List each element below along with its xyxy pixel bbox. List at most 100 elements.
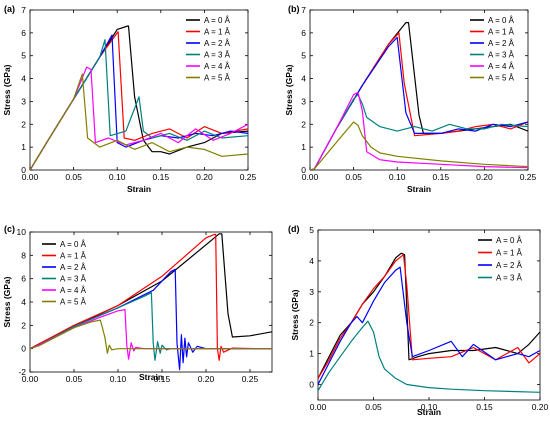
series-group xyxy=(310,22,528,170)
x-tick-label: 0.15 xyxy=(154,374,171,384)
legend-label: A = 2 Å xyxy=(488,39,515,48)
legend-label: A = 2 Å xyxy=(496,261,523,270)
y-tick-label: 4 xyxy=(21,74,26,84)
y-tick-label: 2 xyxy=(21,119,26,129)
y-axis-label: Stress (GPa) xyxy=(290,289,300,340)
x-tick-label: 0.20 xyxy=(196,172,213,182)
x-axis-label: Strain xyxy=(407,184,431,194)
y-tick-label: 2 xyxy=(21,320,26,330)
y-tick-label: 6 xyxy=(21,274,26,284)
series-line xyxy=(30,309,272,360)
panel-label: (b) xyxy=(288,4,300,14)
legend: A = 0 Å A = 1 Å A = 2 Å A = 3 Å A = 4 Å A = 5… xyxy=(470,16,515,83)
y-tick-label: 3 xyxy=(21,96,26,106)
series-line xyxy=(310,91,528,170)
y-tick-label: 10 xyxy=(17,227,27,237)
x-tick-label: 0.05 xyxy=(365,402,382,412)
legend-label: A = 4 Å xyxy=(204,62,231,71)
panel-c: 0.00 0.05 0.10 0.15 0.20 0.25 -2 0 2 4 6 8 10 A = 0 Å… xyxy=(2,224,273,384)
x-tick-label: 0.05 xyxy=(345,172,362,182)
x-axis-label: Strain xyxy=(417,407,441,417)
legend-label: A = 5 Å xyxy=(60,298,87,307)
y-tick-label: 1 xyxy=(301,142,306,152)
series-line xyxy=(318,320,540,393)
y-tick-label: 8 xyxy=(21,250,26,260)
legend-label: A = 3 Å xyxy=(496,274,523,283)
legend-label: A = 5 Å xyxy=(204,74,231,83)
y-tick-label: 0 xyxy=(21,165,26,175)
x-tick-label: 0.25 xyxy=(520,172,537,182)
y-tick-label: 5 xyxy=(301,51,306,61)
x-tick-label: 0.05 xyxy=(65,172,82,182)
y-tick-label: 4 xyxy=(309,256,314,266)
legend-label: A = 3 Å xyxy=(488,51,515,60)
y-tick-label: 2 xyxy=(301,119,306,129)
series-group xyxy=(30,233,272,371)
legend-label: A = 2 Å xyxy=(204,39,231,48)
plot-frame xyxy=(29,9,249,171)
y-tick-label: 1 xyxy=(21,142,26,152)
x-tick-label: 0.20 xyxy=(476,172,493,182)
y-tick-label: 7 xyxy=(21,5,26,15)
series-line xyxy=(30,268,272,371)
legend-label: A = 3 Å xyxy=(204,51,231,60)
legend: A = 0 Å A = 1 Å A = 2 Å A = 3 Å A = 4 Å A = 5… xyxy=(42,240,87,307)
series-group xyxy=(30,25,248,170)
x-tick-label: 0.15 xyxy=(476,402,493,412)
legend: A = 0 Å A = 1 Å A = 2 Å A = 3 Å A = 4 Å A = 5… xyxy=(186,16,231,83)
series-line xyxy=(30,73,248,170)
y-tick-label: 6 xyxy=(301,28,306,38)
panel-d: 0.00 0.05 0.10 0.15 0.20 0 1 2 3 4 5 A = 0 Å A = 1 Å… xyxy=(288,224,549,417)
legend: A = 0 Å A = 1 Å A = 2 Å A = 3 Å xyxy=(478,236,523,283)
legend-label: A = 1 Å xyxy=(204,28,231,37)
x-axis-label: Strain xyxy=(127,184,151,194)
legend-label: A = 4 Å xyxy=(488,62,515,71)
x-tick-label: 0.00 xyxy=(22,374,39,384)
y-tick-label: 4 xyxy=(21,297,26,307)
legend-label: A = 2 Å xyxy=(60,263,87,272)
x-tick-label: 0.15 xyxy=(433,172,450,182)
y-tick-label: 5 xyxy=(21,51,26,61)
x-tick-label: 0.10 xyxy=(389,172,406,182)
y-tick-label: 3 xyxy=(301,96,306,106)
legend-label: A = 0 Å xyxy=(204,16,231,25)
x-tick-label: 0.10 xyxy=(421,402,438,412)
series-line xyxy=(310,121,528,170)
x-axis-label: Strain xyxy=(139,372,163,382)
series-line xyxy=(30,233,272,361)
y-tick-label: 7 xyxy=(301,5,306,15)
legend-label: A = 0 Å xyxy=(60,240,87,249)
x-tick-label: 0.20 xyxy=(532,402,549,412)
legend-label: A = 0 Å xyxy=(496,236,523,245)
x-tick-label: 0.00 xyxy=(310,402,327,412)
y-tick-label: 2 xyxy=(309,318,314,328)
series-line xyxy=(310,93,528,170)
legend-label: A = 4 Å xyxy=(60,286,87,295)
y-tick-label: 3 xyxy=(309,287,314,297)
legend-label: A = 1 Å xyxy=(496,249,523,258)
x-tick-label: 0.10 xyxy=(110,374,127,384)
y-axis-label: Stress (GPa) xyxy=(284,64,294,115)
legend-label: A = 1 Å xyxy=(60,252,87,261)
x-tick-label: 0.25 xyxy=(242,374,259,384)
series-line xyxy=(318,266,540,385)
y-tick-label: 4 xyxy=(301,74,306,84)
y-tick-label: -2 xyxy=(18,367,26,377)
y-tick-label: 0 xyxy=(21,344,26,354)
series-line xyxy=(318,252,540,379)
panel-label: (a) xyxy=(4,4,15,14)
y-axis-label: Stress (GPa) xyxy=(2,276,12,327)
plot-frame xyxy=(309,9,529,171)
x-tick-label: 0.25 xyxy=(240,172,257,182)
y-tick-label: 0 xyxy=(301,165,306,175)
panel-label: (d) xyxy=(288,224,300,234)
y-tick-label: 0 xyxy=(309,380,314,390)
x-tick-label: 0.20 xyxy=(198,374,215,384)
y-axis-label: Stress (GPa) xyxy=(2,64,12,115)
y-tick-label: 1 xyxy=(309,349,314,359)
legend-label: A = 1 Å xyxy=(488,28,515,37)
